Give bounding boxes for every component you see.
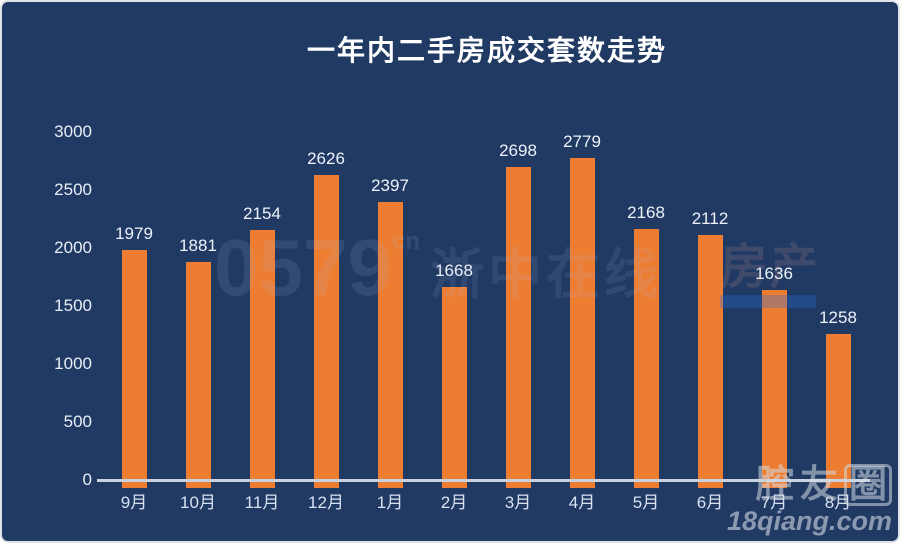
x-axis-tick-label: 9月 [120,493,148,512]
bar-value-label: 1881 [179,235,217,255]
bar-4月 [569,157,595,488]
x-axis-tick-label: 5月 [632,493,660,512]
x-axis-tick-label: 12月 [308,493,344,512]
watermark-0579-number: 0579 [214,223,392,312]
y-axis-tick-label: 2000 [54,238,92,257]
x-axis-tick-label: 4月 [568,493,596,512]
bar-value-label: 2779 [563,131,601,151]
y-axis-tick-label: 3000 [54,122,92,141]
bar-9月 [121,250,147,488]
bar-8月 [825,334,851,488]
bar-value-label: 2168 [627,202,665,222]
x-axis-tick-label: 10月 [180,493,216,512]
bar-11月 [249,230,275,488]
chart-title: 一年内二手房成交套数走势 [306,35,667,66]
y-axis-tick-label: 1000 [54,354,92,373]
bar-value-label: 2397 [371,175,409,195]
x-axis-tick-label: 6月 [696,493,724,512]
bar-value-label: 1668 [435,260,473,280]
bar-6月 [697,235,723,488]
bar-value-label: 1979 [115,224,153,244]
bar-5月 [633,228,659,488]
bar-value-label: 2626 [307,149,345,169]
x-axis-tick-label: 7月 [760,493,788,512]
y-axis-tick-label: 0 [82,470,92,489]
x-axis-tick-label: 2月 [440,493,468,512]
bar-7月 [761,290,787,488]
bar-value-label: 2154 [243,204,281,224]
y-axis-tick-label: 2500 [54,180,92,199]
x-axis-tick-label: 11月 [244,493,280,512]
x-axis-line [97,479,870,482]
x-axis-tick-label: 3月 [504,493,532,512]
bar-1月 [377,201,403,488]
bar-value-label: 1636 [755,264,793,284]
bar-2月 [441,286,467,488]
bar-3月 [505,167,531,488]
bar-value-label: 2698 [499,141,537,161]
y-axis-tick-label: 1500 [54,296,92,315]
x-axis-tick-label: 8月 [824,493,852,512]
bar-12月 [313,175,339,488]
bar-10月 [185,261,211,488]
bar-value-label: 1258 [819,308,857,328]
x-axis-tick-label: 1月 [376,493,404,512]
y-axis-tick-label: 500 [63,412,92,431]
bar-value-label: 2112 [691,209,729,228]
